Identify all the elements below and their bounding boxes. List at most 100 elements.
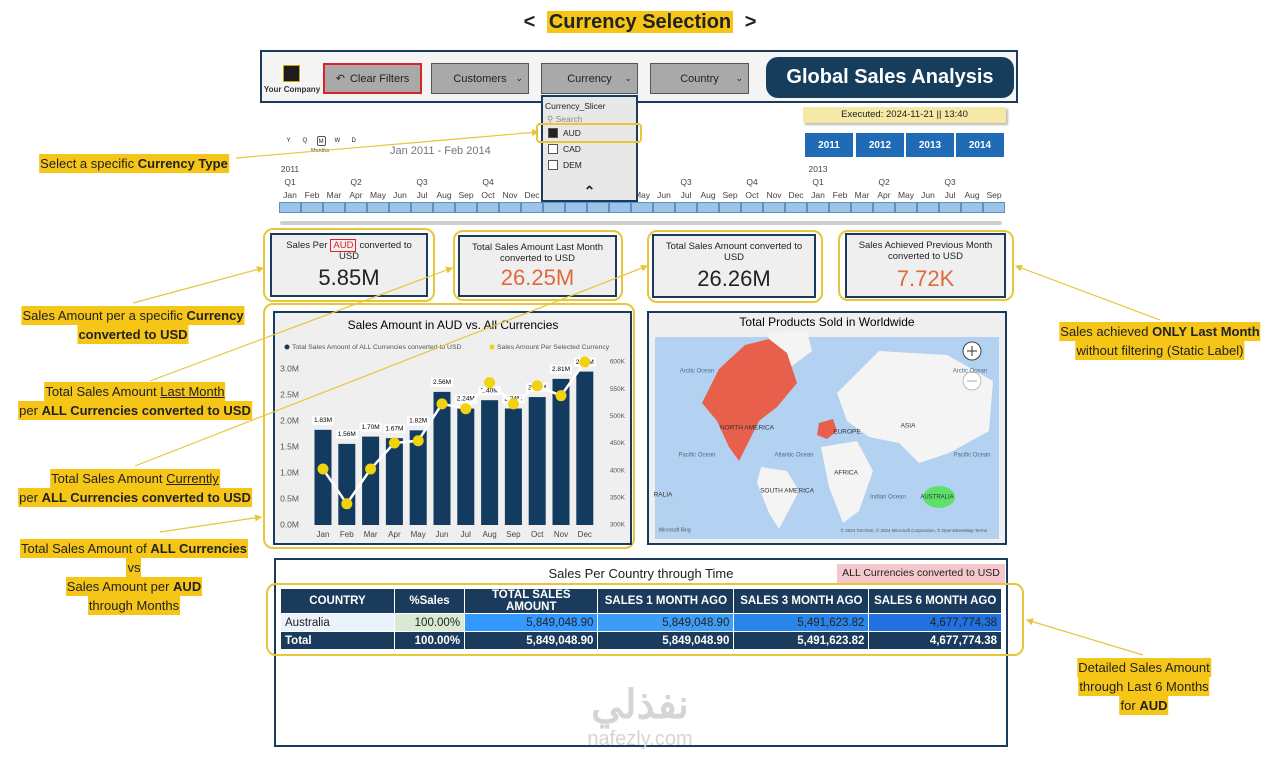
month-label: Dec: [524, 190, 540, 200]
timeline-cell[interactable]: [939, 202, 961, 213]
timeline-cell[interactable]: [543, 202, 565, 213]
table-note: ALL Currencies converted to USD: [837, 564, 1005, 583]
header-bracket: <: [523, 11, 536, 33]
timeline-cell[interactable]: [653, 202, 675, 213]
timeline-cell[interactable]: [587, 202, 609, 213]
timeline-cell[interactable]: [367, 202, 389, 213]
total-cell: 5,849,048.90: [597, 631, 735, 650]
timeline-cell[interactable]: [807, 202, 829, 213]
month-label: Nov: [502, 190, 518, 200]
timeline-cell[interactable]: [455, 202, 477, 213]
bar: [338, 443, 356, 525]
timeline-cell[interactable]: [279, 202, 301, 213]
timeline-cell[interactable]: [433, 202, 455, 213]
timeline-cell[interactable]: [609, 202, 631, 213]
year-button[interactable]: 2014: [956, 133, 1004, 157]
annotation-text: through Months: [88, 598, 180, 613]
timeline-cell[interactable]: [411, 202, 433, 213]
slicer-label: Currency: [567, 72, 612, 85]
annotation-text: ALL Currencies converted to USD: [41, 490, 251, 505]
bar: [457, 408, 475, 525]
granularity-option[interactable]: Y: [286, 138, 291, 144]
clear-filters-button[interactable]: ↶ Clear Filters: [323, 63, 422, 94]
map-label: EUROPE: [833, 429, 861, 436]
timeline-cell[interactable]: [763, 202, 785, 213]
timeline-cell[interactable]: [829, 202, 851, 213]
timeline-cell[interactable]: [983, 202, 1005, 213]
slicer-label: Customers: [453, 72, 507, 85]
annotation-line-row: converted to USD: [21, 325, 244, 344]
option-label: CAD: [563, 144, 581, 154]
dropdown-option[interactable]: CAD: [548, 144, 581, 154]
quarter-label: Q2: [350, 177, 362, 187]
option-label: DEM: [563, 160, 582, 170]
dropdown-option[interactable]: DEM: [548, 160, 582, 170]
table-panel: Sales Per Country through Time ALL Curre…: [274, 558, 1008, 747]
highlight-outline: [266, 583, 1024, 656]
granularity-option[interactable]: Q: [302, 138, 308, 144]
map-label: Pacific Ocean: [953, 453, 990, 459]
annotation-text: AUD: [1139, 698, 1168, 713]
timeline-cell[interactable]: [301, 202, 323, 213]
timeline-cell[interactable]: [895, 202, 917, 213]
dropdown-collapse[interactable]: ⌃: [583, 183, 596, 199]
year-button[interactable]: 2011: [805, 133, 853, 157]
highlight-outline: [263, 228, 435, 302]
kpi-label-text: Total Sales Amount Last Month converted …: [472, 242, 603, 264]
total-cell: 4,677,774.38: [868, 631, 1002, 650]
timeline-cell[interactable]: [785, 202, 807, 213]
header-title: Currency Selection: [546, 11, 734, 33]
timeline-cell[interactable]: [345, 202, 367, 213]
timeline-cell[interactable]: [697, 202, 719, 213]
slicer-currency[interactable]: Currency ⌄: [541, 63, 638, 94]
kpi-label: Sales Per AUD converted to USD: [280, 239, 418, 262]
annotation-line-row: Sales Amount per AUD: [20, 577, 248, 596]
timeline-cell[interactable]: [741, 202, 763, 213]
timeline-cell[interactable]: [851, 202, 873, 213]
table-title: Sales Per Country through Time: [548, 566, 734, 581]
timeline-cell[interactable]: [521, 202, 543, 213]
kpi-label-text: Sales Achieved Previous Month converted …: [858, 240, 993, 262]
timeline-cell[interactable]: [389, 202, 411, 213]
timeline-cell[interactable]: [477, 202, 499, 213]
kpi-card: Total Sales Amount converted to USD 26.26…: [652, 234, 816, 298]
month-label: Jan: [283, 190, 297, 200]
timeline-scrollbar[interactable]: [280, 221, 1002, 225]
slicer-customers[interactable]: Customers ⌄: [431, 63, 529, 94]
timeline-cell[interactable]: [499, 202, 521, 213]
timeline-cell[interactable]: [961, 202, 983, 213]
bar: [528, 397, 546, 525]
y-tick-label: 2.5M: [280, 389, 299, 399]
year-button[interactable]: 2013: [906, 133, 954, 157]
table-cell: 5,491,623.82: [733, 613, 870, 632]
sales-table: COUNTRY %Sales TOTAL SALES AMOUNT SALES 1 M…: [280, 588, 1002, 650]
timeline-cell[interactable]: [631, 202, 653, 213]
highlight-outline: [453, 230, 623, 301]
granularity-label: Months: [310, 148, 330, 154]
annotation: Total Sales Amount of ALL Currencies vs Sal…: [20, 539, 248, 615]
value-label: 1.67M: [385, 425, 403, 432]
month-label: Sep: [458, 190, 474, 200]
granularity-option[interactable]: M: [316, 136, 326, 146]
x-tick-label: Jan: [317, 530, 330, 539]
annotation-text: vs: [127, 560, 141, 575]
bar: [481, 400, 499, 525]
timeline-cell[interactable]: [323, 202, 345, 213]
kpi-label-text: converted to USD: [338, 240, 412, 262]
kpi-label-text: Total Sales Amount converted to USD: [665, 241, 803, 263]
granularity-option[interactable]: D: [351, 138, 356, 144]
dropdown-option[interactable]: AUD: [548, 128, 581, 138]
slicer-country[interactable]: Country ⌄: [650, 63, 749, 94]
month-label: Aug: [700, 190, 716, 200]
y2-tick-label: 400K: [610, 467, 626, 474]
timeline-cell[interactable]: [917, 202, 939, 213]
timeline-cell[interactable]: [675, 202, 697, 213]
timeline-cell[interactable]: [873, 202, 895, 213]
year-button[interactable]: 2012: [856, 133, 904, 157]
granularity-option[interactable]: W: [334, 138, 341, 144]
dropdown-search[interactable]: ⚲ Search: [547, 114, 583, 124]
timeline-cell[interactable]: [565, 202, 587, 213]
annotation-text: through Last 6 Months: [1079, 679, 1209, 694]
timeline-cell[interactable]: [719, 202, 741, 213]
y-tick-label: 1.0M: [280, 467, 299, 477]
